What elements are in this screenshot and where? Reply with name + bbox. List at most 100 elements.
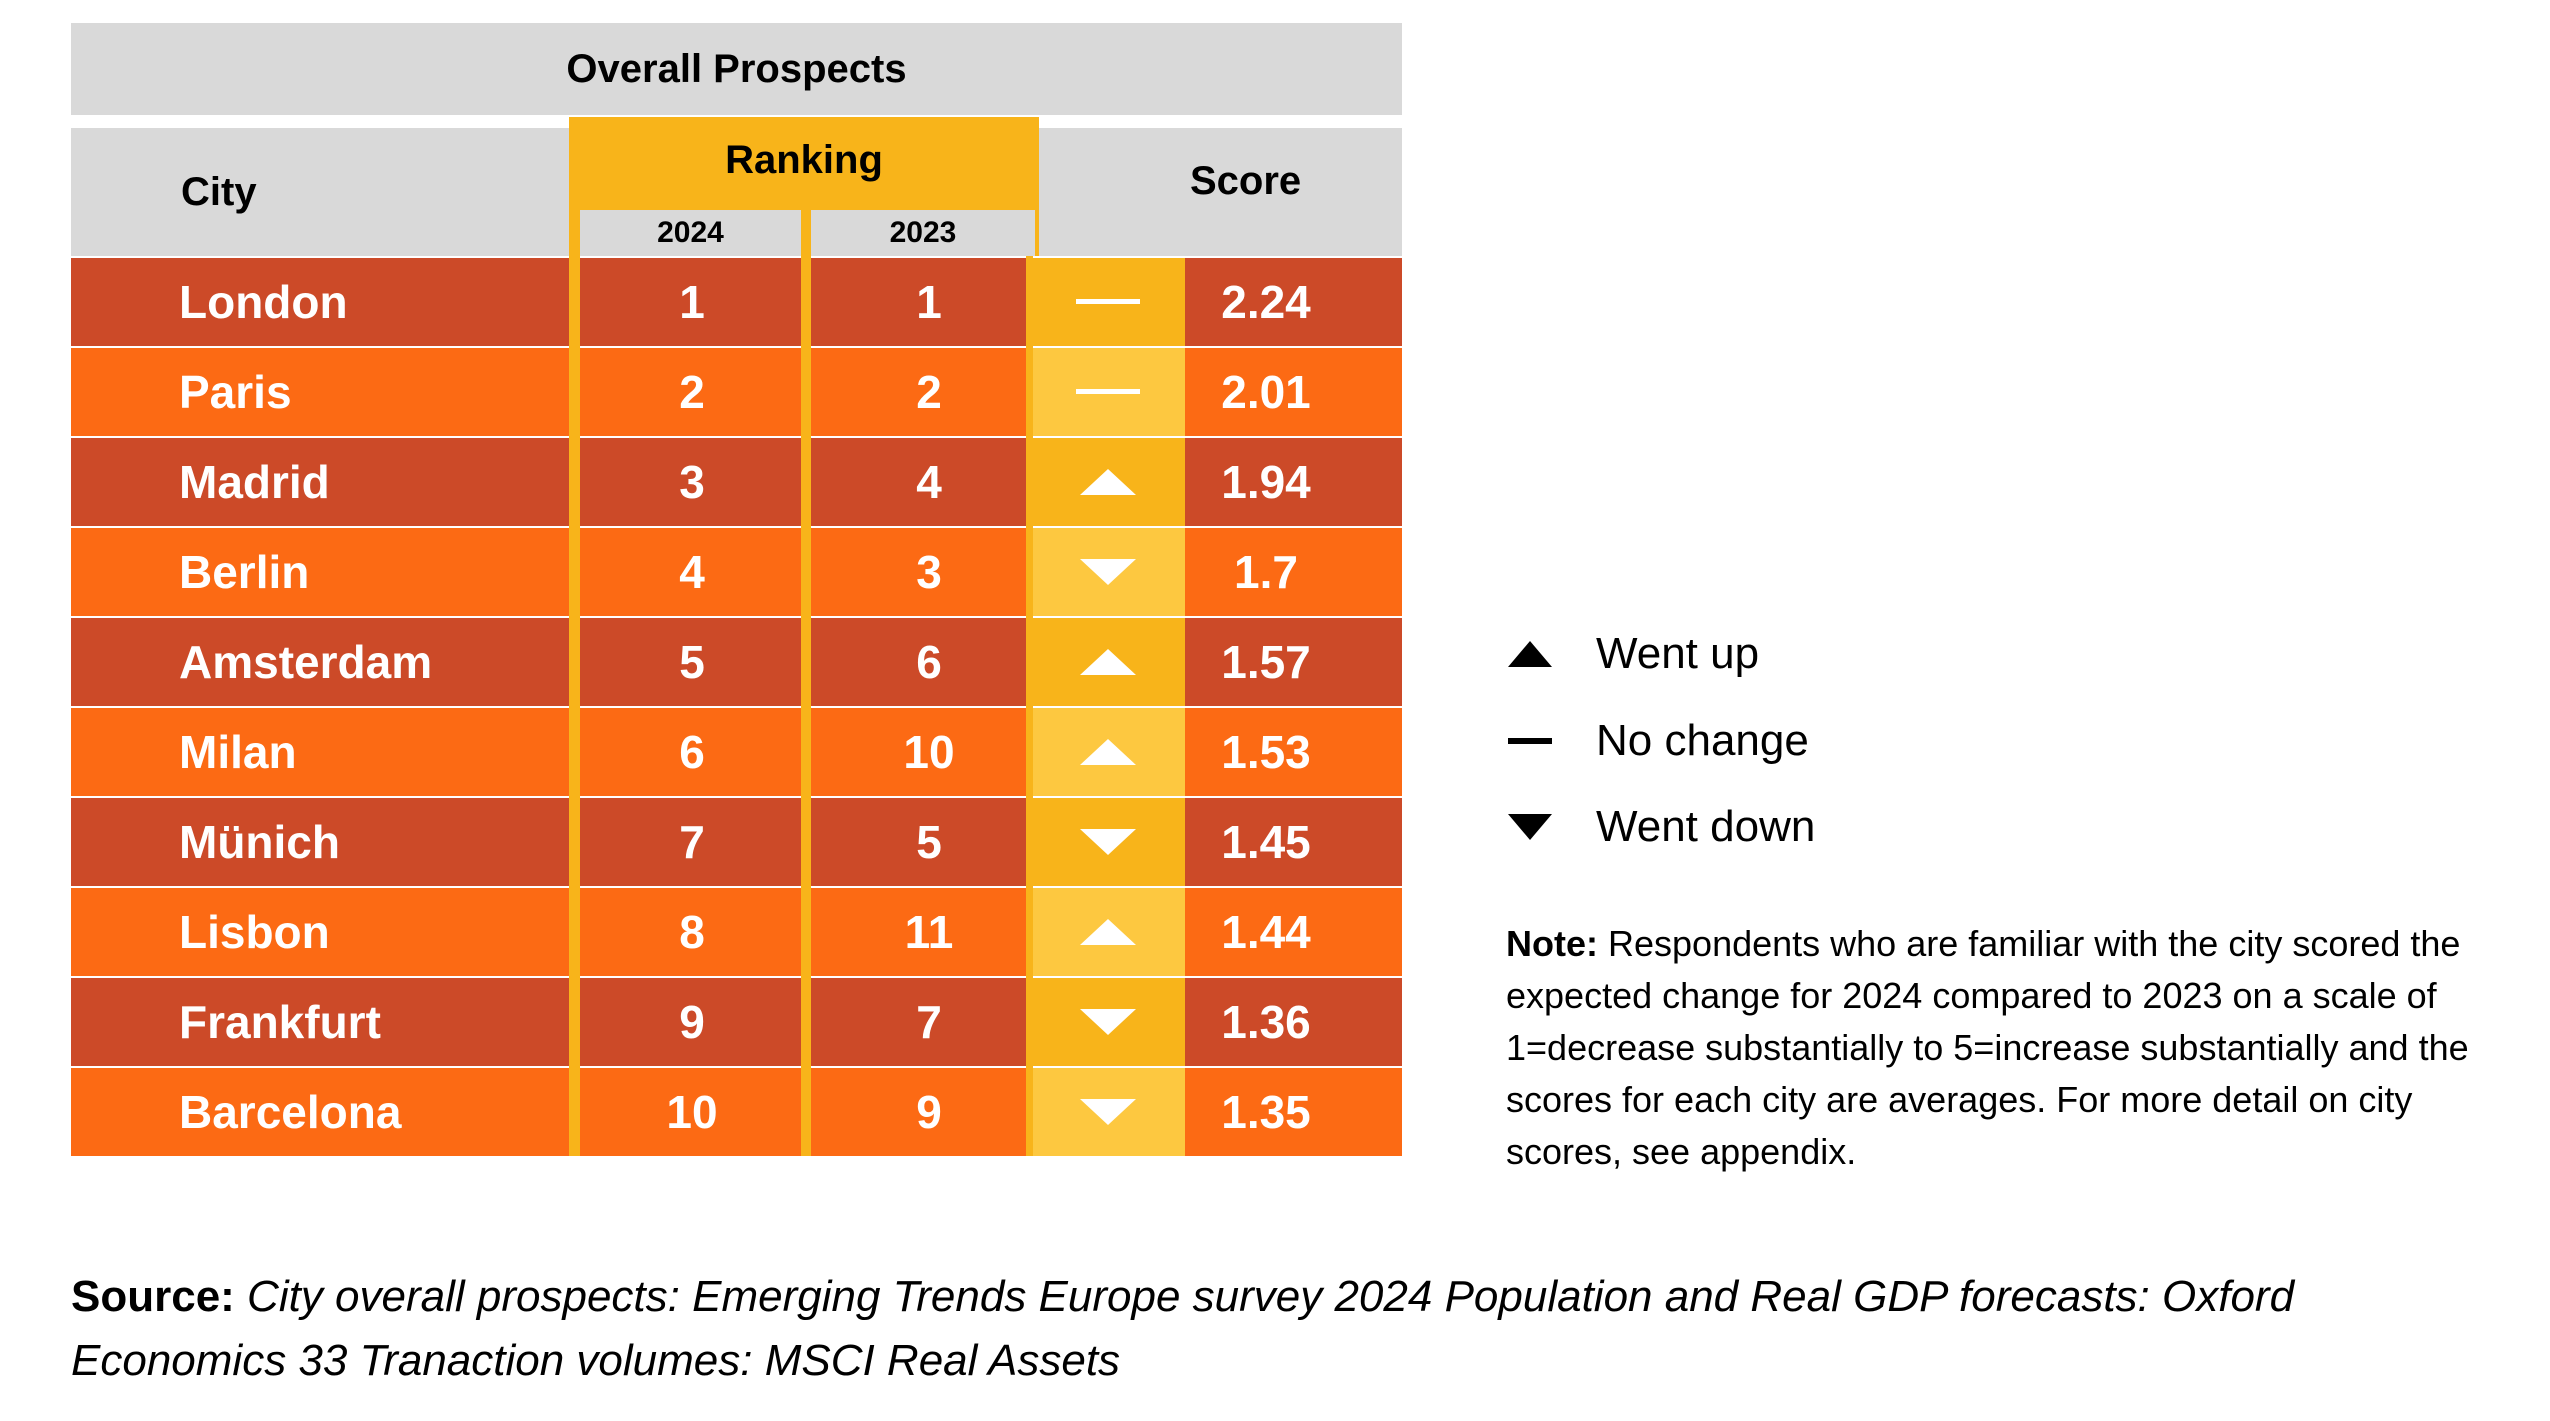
ranking-left-rule [569, 256, 580, 1156]
legend-went-up: Went up [1506, 624, 1759, 684]
score-value: 1.53 [1221, 726, 1311, 778]
rank-2023: 2 [916, 366, 942, 418]
arrow-down-icon [1080, 1009, 1136, 1035]
table-title: Overall Prospects [71, 23, 1402, 115]
score-value: 1.35 [1221, 1086, 1311, 1138]
rank-2023: 7 [916, 996, 942, 1048]
rank-2024: 2 [679, 366, 705, 418]
legend-label-down: Went down [1596, 802, 1816, 851]
ranking-middle-rule [801, 210, 811, 1156]
arrow-down-icon [1080, 1099, 1136, 1125]
header-score-bg [1039, 128, 1402, 256]
city-name: Münich [179, 816, 340, 868]
city-name: Lisbon [179, 906, 330, 958]
header-city-bg [71, 128, 569, 256]
arrow-up-icon [1080, 649, 1136, 675]
trend-cell [1031, 618, 1185, 706]
trend-cell [1031, 528, 1185, 616]
rank-2024: 5 [679, 636, 705, 688]
table-row: Münich 7 5 1.45 [71, 798, 1402, 886]
table-row: Berlin 4 3 1.7 [71, 528, 1402, 616]
rank-2023: 10 [903, 726, 955, 778]
trend-cell [1031, 798, 1185, 886]
rank-2023: 5 [916, 816, 942, 868]
table-row: Amsterdam 5 6 1.57 [71, 618, 1402, 706]
score-value: 2.24 [1221, 276, 1311, 328]
trend-cell [1031, 348, 1185, 436]
table-row: Lisbon 8 11 1.44 [71, 888, 1402, 976]
trend-mark [1080, 649, 1136, 675]
city-name: London [179, 276, 348, 328]
rank-2023: 9 [916, 1086, 942, 1138]
score-value: 1.44 [1221, 906, 1311, 958]
trend-cell [1031, 888, 1185, 976]
trend-mark [1080, 559, 1136, 585]
legend-no-change: No change [1506, 711, 1809, 771]
rank-2023: 4 [916, 456, 942, 508]
triangle-down-icon [1506, 807, 1554, 847]
legend-label-no-change: No change [1596, 716, 1809, 765]
arrow-up-icon [1080, 739, 1136, 765]
ranking-right-rule [1026, 256, 1033, 1156]
rank-2024: 7 [679, 816, 705, 868]
score-value: 1.7 [1234, 546, 1298, 598]
trend-cell [1031, 438, 1185, 526]
rank-2023: 1 [916, 276, 942, 328]
rank-2024: 8 [679, 906, 705, 958]
legend-down-shape [1508, 814, 1552, 840]
rank-2024: 3 [679, 456, 705, 508]
arrow-up-icon [1080, 469, 1136, 495]
trend-mark [1080, 1099, 1136, 1125]
rank-2024: 1 [679, 276, 705, 328]
city-name: Paris [179, 366, 292, 418]
rank-2024: 9 [679, 996, 705, 1048]
score-value: 2.01 [1221, 366, 1311, 418]
arrow-up-icon [1080, 919, 1136, 945]
table-row: Paris 2 2 2.01 [71, 348, 1402, 436]
rank-2024: 10 [666, 1086, 718, 1138]
score-value: 1.36 [1221, 996, 1311, 1048]
city-name: Frankfurt [179, 996, 381, 1048]
column-header-city: City [181, 170, 257, 214]
rank-2023: 6 [916, 636, 942, 688]
arrow-down-icon [1080, 829, 1136, 855]
dash-icon [1506, 721, 1554, 761]
table-row: London 1 1 2.24 [71, 258, 1402, 346]
city-name: Milan [179, 726, 297, 778]
legend-label-up: Went up [1596, 629, 1760, 678]
trend-mark [1080, 739, 1136, 765]
city-name: Amsterdam [179, 636, 433, 688]
column-header-2023: 2023 [811, 210, 1035, 256]
dash-icon [1076, 299, 1140, 304]
triangle-up-icon [1506, 634, 1554, 674]
trend-mark [1076, 299, 1140, 304]
legend-dash-shape [1508, 738, 1552, 744]
note-text: Note: Respondents who are familiar with … [1506, 918, 2516, 1178]
table-row: Barcelona 10 9 1.35 [71, 1068, 1402, 1156]
source-label: Source: [71, 1272, 235, 1321]
trend-cell [1031, 258, 1185, 346]
trend-mark [1080, 919, 1136, 945]
city-name: Madrid [179, 456, 330, 508]
table-row: Madrid 3 4 1.94 [71, 438, 1402, 526]
arrow-down-icon [1080, 559, 1136, 585]
trend-mark [1080, 469, 1136, 495]
trend-mark [1080, 1009, 1136, 1035]
table-row: Milan 6 10 1.53 [71, 708, 1402, 796]
trend-mark [1080, 829, 1136, 855]
table-row: Frankfurt 9 7 1.36 [71, 978, 1402, 1066]
score-value: 1.57 [1221, 636, 1311, 688]
note-body: Respondents who are familiar with the ci… [1506, 923, 2469, 1172]
legend-up-shape [1508, 641, 1552, 667]
source-text: Source: City overall prospects: Emerging… [71, 1265, 2371, 1393]
city-name: Berlin [179, 546, 310, 598]
trend-mark [1076, 389, 1140, 394]
trend-cell [1031, 708, 1185, 796]
rank-2023: 11 [904, 906, 954, 958]
column-header-2024: 2024 [580, 210, 801, 256]
column-header-ranking: Ranking [725, 138, 883, 182]
trend-cell [1031, 978, 1185, 1066]
rank-2024: 6 [679, 726, 705, 778]
dash-icon [1076, 389, 1140, 394]
trend-cell [1031, 1068, 1185, 1156]
